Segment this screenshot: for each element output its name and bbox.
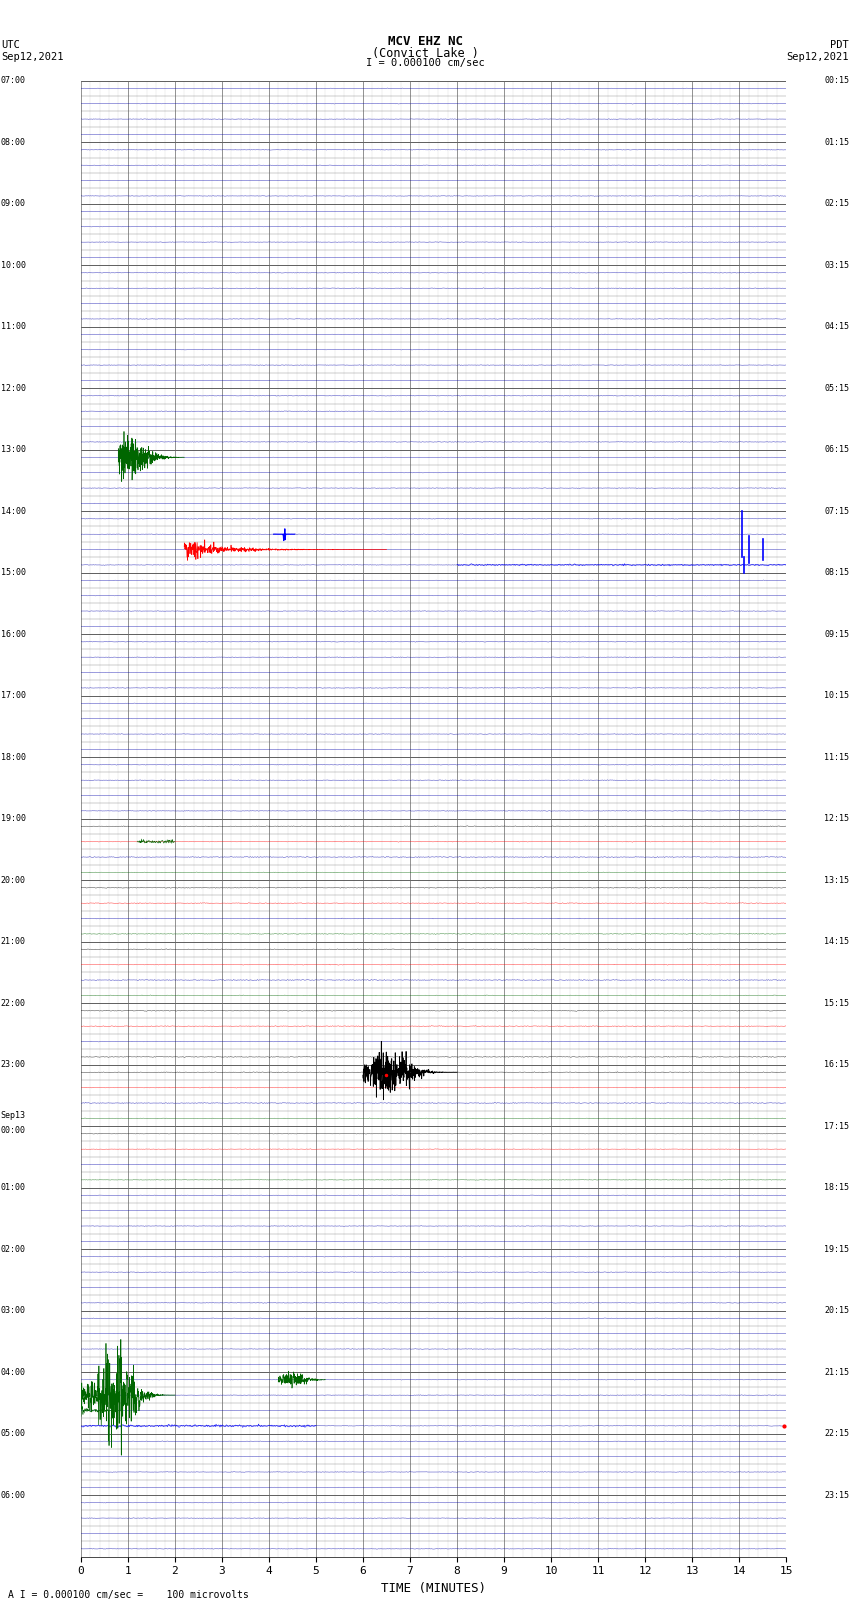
- Text: PDT: PDT: [830, 40, 849, 50]
- Text: 15:15: 15:15: [824, 998, 849, 1008]
- Text: 06:15: 06:15: [824, 445, 849, 455]
- Text: 13:15: 13:15: [824, 876, 849, 884]
- Text: 19:00: 19:00: [1, 815, 26, 823]
- Text: UTC: UTC: [1, 40, 20, 50]
- Text: 08:00: 08:00: [1, 137, 26, 147]
- Text: 02:00: 02:00: [1, 1245, 26, 1253]
- Text: 03:15: 03:15: [824, 261, 849, 269]
- Text: 10:15: 10:15: [824, 690, 849, 700]
- Text: Sep13: Sep13: [1, 1111, 26, 1119]
- Text: MCV EHZ NC: MCV EHZ NC: [388, 35, 462, 48]
- Text: 10:00: 10:00: [1, 261, 26, 269]
- Text: 09:15: 09:15: [824, 629, 849, 639]
- Text: 17:15: 17:15: [824, 1121, 849, 1131]
- Text: (Convict Lake ): (Convict Lake ): [371, 47, 479, 60]
- Text: 17:00: 17:00: [1, 690, 26, 700]
- Text: 00:00: 00:00: [1, 1126, 26, 1136]
- Text: I = 0.000100 cm/sec: I = 0.000100 cm/sec: [366, 58, 484, 68]
- Text: 06:00: 06:00: [1, 1490, 26, 1500]
- Text: 03:00: 03:00: [1, 1307, 26, 1315]
- X-axis label: TIME (MINUTES): TIME (MINUTES): [381, 1582, 486, 1595]
- Text: 05:00: 05:00: [1, 1429, 26, 1439]
- Text: 22:15: 22:15: [824, 1429, 849, 1439]
- Text: 15:00: 15:00: [1, 568, 26, 577]
- Text: 18:00: 18:00: [1, 753, 26, 761]
- Text: 04:15: 04:15: [824, 323, 849, 331]
- Text: 09:00: 09:00: [1, 198, 26, 208]
- Text: 21:00: 21:00: [1, 937, 26, 947]
- Text: 02:15: 02:15: [824, 198, 849, 208]
- Text: 20:00: 20:00: [1, 876, 26, 884]
- Text: 21:15: 21:15: [824, 1368, 849, 1376]
- Text: 08:15: 08:15: [824, 568, 849, 577]
- Text: 11:15: 11:15: [824, 753, 849, 761]
- Text: 14:15: 14:15: [824, 937, 849, 947]
- Text: 05:15: 05:15: [824, 384, 849, 392]
- Text: 12:15: 12:15: [824, 815, 849, 823]
- Text: 13:00: 13:00: [1, 445, 26, 455]
- Text: 12:00: 12:00: [1, 384, 26, 392]
- Text: Sep12,2021: Sep12,2021: [786, 52, 849, 61]
- Text: 23:00: 23:00: [1, 1060, 26, 1069]
- Text: 19:15: 19:15: [824, 1245, 849, 1253]
- Text: 01:15: 01:15: [824, 137, 849, 147]
- Text: 01:00: 01:00: [1, 1182, 26, 1192]
- Text: 18:15: 18:15: [824, 1182, 849, 1192]
- Text: 16:00: 16:00: [1, 629, 26, 639]
- Text: A I = 0.000100 cm/sec =    100 microvolts: A I = 0.000100 cm/sec = 100 microvolts: [8, 1590, 249, 1600]
- Text: 11:00: 11:00: [1, 323, 26, 331]
- Text: 16:15: 16:15: [824, 1060, 849, 1069]
- Text: 00:15: 00:15: [824, 76, 849, 85]
- Text: Sep12,2021: Sep12,2021: [1, 52, 64, 61]
- Text: 07:15: 07:15: [824, 506, 849, 516]
- Text: 22:00: 22:00: [1, 998, 26, 1008]
- Text: 07:00: 07:00: [1, 76, 26, 85]
- Text: 04:00: 04:00: [1, 1368, 26, 1376]
- Text: 23:15: 23:15: [824, 1490, 849, 1500]
- Text: 20:15: 20:15: [824, 1307, 849, 1315]
- Text: 14:00: 14:00: [1, 506, 26, 516]
